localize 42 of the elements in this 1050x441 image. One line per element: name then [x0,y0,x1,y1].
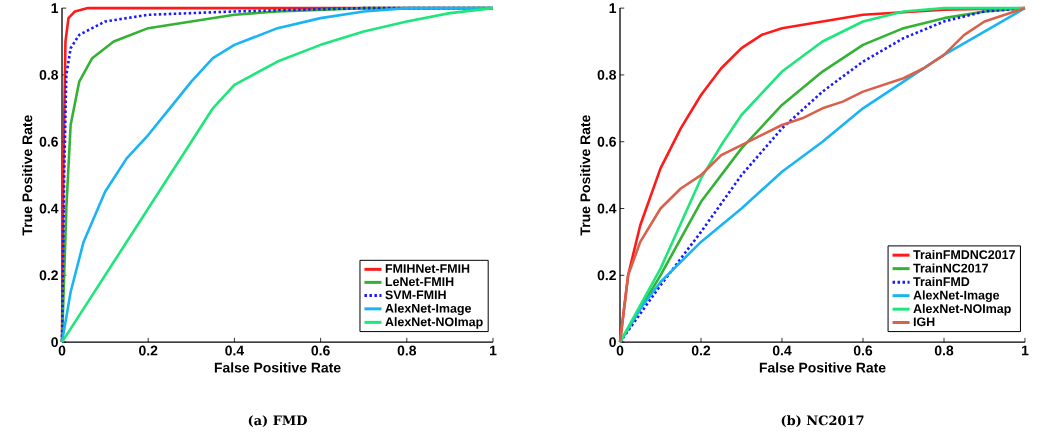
y-tick-label: 0 [51,337,58,348]
x-tick-label: 0.6 [311,345,330,356]
y-tick-label: 0.6 [39,136,58,147]
text: (a) FMD [248,415,307,427]
legend-label: LeNet-FMIH [385,277,454,286]
y-tick-label: 0.2 [597,270,616,281]
y-tick-label: 1 [51,3,59,13]
x-tick-label: 0.8 [397,345,417,356]
y-tick-label: 0 [609,337,616,348]
legend-label: IGH [913,317,935,327]
x-tick-label: 0.6 [853,345,873,356]
legend-label: AlexNet-Image [385,303,472,316]
x-tick-label: 0.4 [225,345,245,356]
x-tick-label: 0.2 [139,345,158,356]
y-tick-label: 0.2 [39,270,58,281]
legend-label: TrainFMDNC2017 [913,249,1015,259]
legend-label: AlexNet-Image [913,290,1000,303]
y-tick-label: 0.4 [597,203,617,214]
y-tick-label: 0.6 [597,136,616,147]
y-tick-label: 0.8 [39,69,59,80]
legend-label: FMIHNet-FMIH [385,264,470,273]
x-tick-label: 0.8 [934,345,954,356]
x-axis-title: False Positive Rate [214,362,341,373]
legend-label: SVM-FMIH [385,290,446,300]
text: (b) NC2017 [781,415,864,427]
y-tick-label: 1 [609,3,617,13]
y-tick-label: 0.8 [597,69,617,80]
x-tick-label: 0.4 [772,345,792,356]
legend-label: TrainNC2017 [913,263,988,273]
x-tick-label: 0 [58,345,66,356]
x-tick-label: 1 [1022,345,1029,356]
legend-label: AlexNet-NOImap [385,317,483,329]
y-tick-label: 0.4 [39,203,59,214]
x-axis-title: False Positive Rate [759,362,886,373]
legend-label: TrainFMD [913,276,970,286]
line-series [60,6,495,344]
y-axis-title: True Positive Rate [22,115,33,236]
x-tick-label: 0 [616,345,624,356]
y-axis-title: True Positive Rate [580,115,591,236]
x-tick-label: 1 [490,345,497,356]
legend-label: AlexNet-NOImap [913,303,1011,316]
x-tick-label: 0.2 [691,345,711,356]
